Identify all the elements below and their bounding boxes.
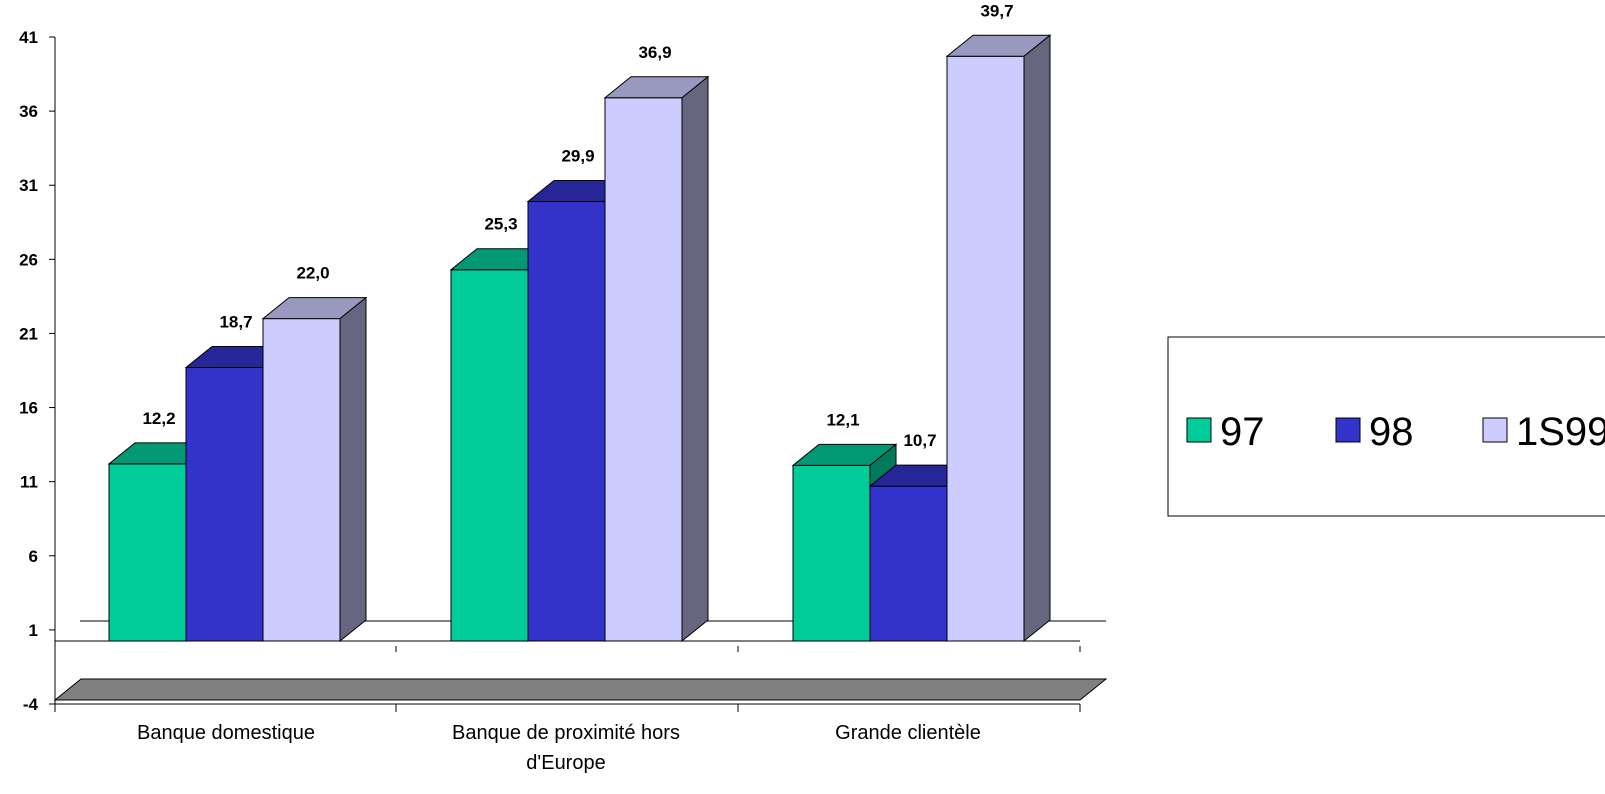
y-tick-label: 36 [19, 102, 38, 121]
x-category-label: Banque de proximité hors [452, 722, 680, 744]
x-category-label: Banque domestique [137, 722, 315, 744]
legend-box [1167, 336, 1605, 517]
legend-swatch [1482, 417, 1508, 443]
legend-swatch [1186, 417, 1212, 443]
bar-front [869, 485, 948, 642]
data-label: 22,0 [296, 264, 329, 283]
legend-label: 1S99 [1516, 410, 1605, 454]
bar-side [681, 75, 709, 643]
data-label: 39,7 [980, 1, 1013, 20]
y-tick-label: 21 [19, 324, 38, 343]
y-tick-label: 31 [19, 176, 38, 195]
data-label: 12,1 [826, 410, 859, 429]
y-tick-label: 26 [19, 250, 38, 269]
bar [603, 75, 710, 643]
legend-swatch [1335, 417, 1361, 443]
x-category-label: Grande clientèle [835, 722, 981, 744]
bar-side [1023, 34, 1051, 643]
data-label: 25,3 [484, 215, 517, 234]
data-label: 10,7 [903, 431, 936, 450]
floor-slab [53, 678, 1108, 701]
bar-front [450, 269, 529, 642]
bar-front [946, 55, 1025, 642]
y-tick-label: 41 [19, 28, 38, 47]
y-tick-label: -4 [23, 695, 39, 714]
bar [945, 34, 1052, 643]
bar [261, 296, 368, 643]
bar-front [527, 201, 606, 642]
bar-side [339, 296, 367, 643]
y-tick-label: 1 [29, 621, 38, 640]
y-tick-label: 16 [19, 399, 38, 418]
bar-front [604, 97, 683, 642]
data-label: 18,7 [219, 313, 252, 332]
legend-label: 98 [1369, 410, 1414, 454]
bar-front [792, 464, 871, 642]
bar-front [185, 367, 264, 642]
data-label: 29,9 [561, 147, 594, 166]
bar-front [108, 463, 187, 642]
legend-label: 97 [1220, 410, 1265, 454]
y-tick-label: 6 [29, 547, 38, 566]
y-tick-label: 11 [20, 473, 38, 492]
x-category-label: d'Europe [526, 752, 605, 774]
data-label: 12,2 [142, 409, 175, 428]
data-label: 36,9 [638, 43, 671, 62]
bar-front [262, 318, 341, 642]
